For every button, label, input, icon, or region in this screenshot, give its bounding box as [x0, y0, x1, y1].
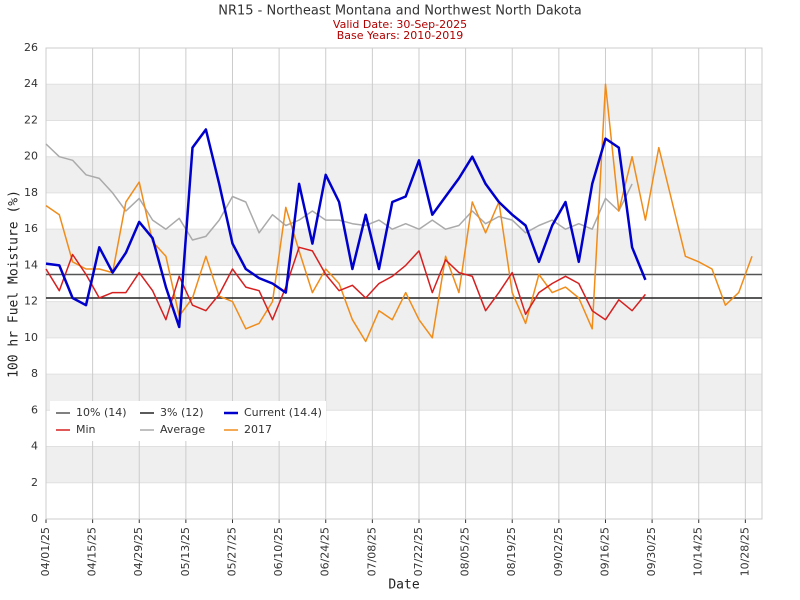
- x-tick-label: 10/14/25: [692, 527, 705, 576]
- series-line: [45, 143, 633, 241]
- legend-box: [50, 401, 326, 441]
- x-tick-label: 06/10/25: [272, 527, 285, 576]
- x-axis-label: Date: [388, 578, 419, 593]
- legend: 10% (14) 3% (12) Current (14.4) Min Average 2…: [50, 401, 326, 441]
- x-tick-label: 04/29/25: [132, 527, 145, 576]
- y-tick-label: 2: [31, 476, 38, 489]
- chart-subtitle: Valid Date: 30-Sep-2025: [333, 18, 467, 31]
- plot-border: [45, 47, 763, 520]
- y-tick-label: 20: [24, 150, 38, 163]
- legend-label: 3% (12): [160, 406, 204, 419]
- grid-band: [46, 301, 762, 338]
- x-tick-label: 07/22/25: [412, 527, 425, 576]
- x-tick-label: 08/05/25: [459, 527, 472, 576]
- y-tick-label: 0: [31, 512, 38, 525]
- y-tick-label: 6: [31, 403, 38, 416]
- y-tick-label: 10: [24, 331, 38, 344]
- x-tick-label: 09/30/25: [645, 527, 658, 576]
- grid-band: [46, 229, 762, 266]
- grid-band: [46, 84, 762, 121]
- y-tick-label: 26: [24, 41, 38, 54]
- chart-title: NR15 - Northeast Montana and Northwest N…: [218, 4, 582, 19]
- legend-label: 2017: [244, 423, 272, 436]
- y-tick-label: 14: [24, 258, 38, 271]
- x-tick-label: 08/19/25: [505, 527, 518, 576]
- x-tick-label: 06/24/25: [319, 527, 332, 576]
- x-tick-label: 10/28/25: [738, 527, 751, 576]
- series-line: [45, 246, 646, 321]
- chart-subtitle: Base Years: 2010-2019: [337, 29, 463, 42]
- x-tick-label: 05/13/25: [179, 527, 192, 576]
- series-line: [45, 83, 753, 343]
- grid-band: [46, 446, 762, 483]
- x-tick-label: 07/08/25: [365, 527, 378, 576]
- y-tick-label: 22: [24, 113, 38, 126]
- grid-band: [46, 156, 762, 193]
- y-tick-label: 12: [24, 295, 38, 308]
- legend-label: Min: [76, 423, 96, 436]
- y-tick-label: 24: [24, 77, 38, 90]
- x-tick-label: 05/27/25: [225, 527, 238, 576]
- y-tick-label: 4: [31, 440, 38, 453]
- y-tick-label: 8: [31, 367, 38, 380]
- x-tick-label: 04/01/25: [39, 527, 52, 576]
- y-tick-label: 18: [24, 186, 38, 199]
- x-tick-label: 09/16/25: [598, 527, 611, 576]
- legend-label: Average: [160, 423, 205, 436]
- x-tick-label: 04/15/25: [86, 527, 99, 576]
- y-axis-label: 100 hr Fuel Moisture (%): [7, 190, 22, 378]
- y-tick-label: 16: [24, 222, 38, 235]
- legend-label: Current (14.4): [244, 406, 322, 419]
- legend-label: 10% (14): [76, 406, 127, 419]
- x-tick-label: 09/02/25: [552, 527, 565, 576]
- series-line: [45, 128, 647, 329]
